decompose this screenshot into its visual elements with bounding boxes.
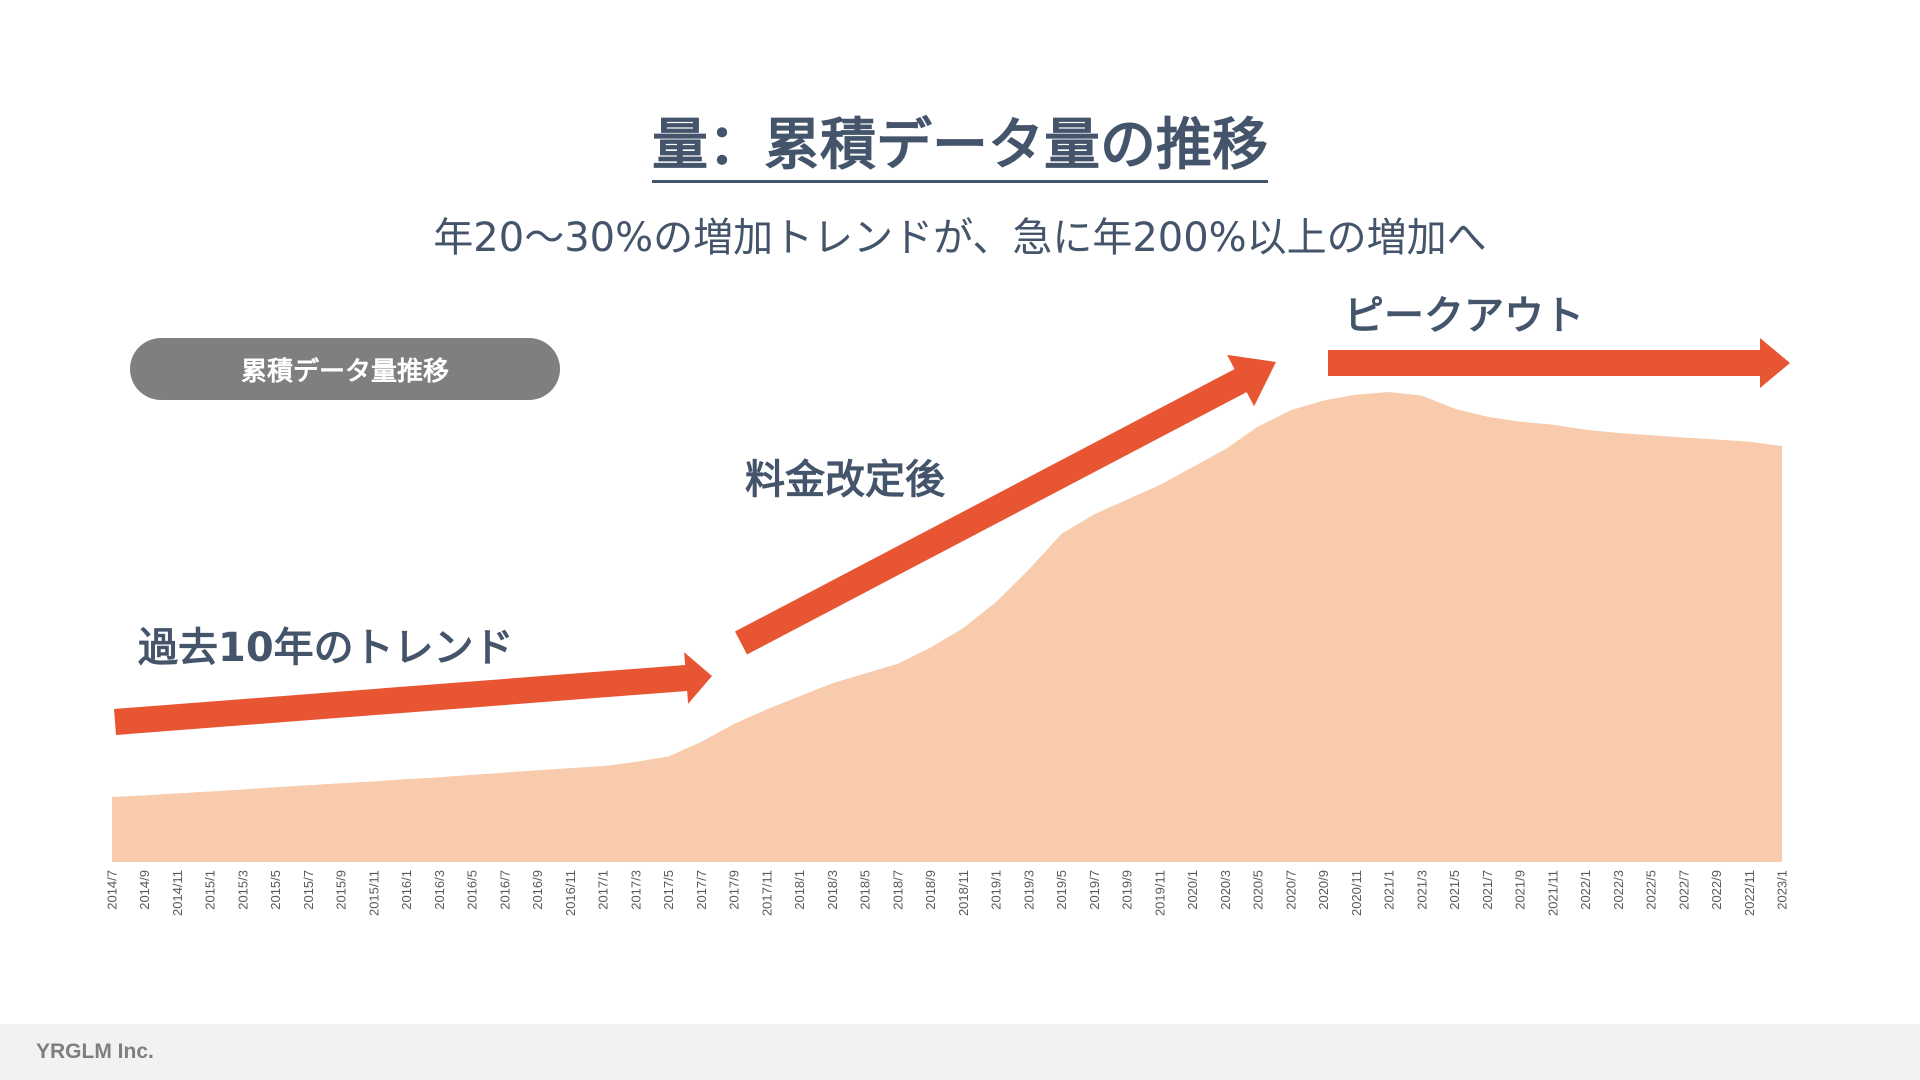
x-tick-label: 2018/3 bbox=[825, 870, 840, 910]
x-tick-label: 2019/11 bbox=[1152, 870, 1167, 916]
x-tick-label: 2018/1 bbox=[792, 870, 807, 910]
x-tick-label: 2019/9 bbox=[1120, 870, 1135, 910]
series-label-pill: 累積データ量推移 bbox=[130, 338, 560, 400]
x-tick-label: 2021/7 bbox=[1480, 870, 1495, 910]
area-series bbox=[112, 392, 1782, 862]
x-tick-label: 2021/9 bbox=[1513, 870, 1528, 910]
page-subtitle: 年20〜30%の増加トレンドが、急に年200%以上の増加へ bbox=[433, 215, 1487, 261]
x-tick-label: 2019/1 bbox=[989, 870, 1004, 910]
x-tick-label: 2022/5 bbox=[1644, 870, 1659, 910]
page-title: 量：累積データ量の推移 bbox=[0, 100, 1920, 183]
x-tick-label: 2021/5 bbox=[1447, 870, 1462, 910]
annotation-past-trend: 過去10年のトレンド bbox=[138, 625, 514, 671]
x-tick-label: 2022/3 bbox=[1611, 870, 1626, 910]
x-tick-label: 2016/1 bbox=[399, 870, 414, 910]
x-tick-label: 2015/11 bbox=[366, 870, 381, 916]
page-title-text: 量：累積データ量の推移 bbox=[652, 113, 1268, 183]
annotation-peak-out: ピークアウト bbox=[1344, 293, 1584, 339]
x-tick-label: 2020/5 bbox=[1251, 870, 1266, 910]
x-tick-label: 2020/9 bbox=[1316, 870, 1331, 910]
x-tick-label: 2014/7 bbox=[105, 870, 120, 910]
x-tick-label: 2017/7 bbox=[694, 870, 709, 910]
x-tick-label: 2022/1 bbox=[1578, 870, 1593, 910]
x-tick-label: 2022/7 bbox=[1676, 870, 1691, 910]
x-tick-label: 2016/7 bbox=[497, 870, 512, 910]
x-tick-label: 2015/3 bbox=[235, 870, 250, 910]
trend-arrow-after-price-change bbox=[735, 354, 1276, 655]
x-tick-label: 2017/3 bbox=[628, 870, 643, 910]
x-tick-label: 2017/5 bbox=[661, 870, 676, 910]
x-tick-label: 2018/7 bbox=[890, 870, 905, 910]
x-tick-label: 2020/7 bbox=[1283, 870, 1298, 910]
x-tick-label: 2022/9 bbox=[1709, 870, 1724, 910]
x-tick-label: 2019/7 bbox=[1087, 870, 1102, 910]
x-tick-label: 2016/3 bbox=[432, 870, 447, 910]
footer-bar: YRGLM Inc. bbox=[0, 1024, 1920, 1080]
x-tick-label: 2015/7 bbox=[301, 870, 316, 910]
x-tick-label: 2020/11 bbox=[1349, 870, 1364, 916]
x-tick-label: 2022/11 bbox=[1742, 870, 1757, 916]
trend-arrow-peak-out bbox=[1328, 338, 1790, 388]
trend-arrow-past bbox=[114, 652, 712, 735]
x-tick-label: 2014/9 bbox=[137, 870, 152, 910]
x-tick-label: 2016/9 bbox=[530, 870, 545, 910]
x-tick-label: 2016/11 bbox=[563, 870, 578, 916]
x-tick-label: 2017/9 bbox=[727, 870, 742, 910]
x-tick-label: 2019/3 bbox=[1021, 870, 1036, 910]
x-tick-label: 2021/3 bbox=[1414, 870, 1429, 910]
company-name: YRGLM Inc. bbox=[36, 1040, 154, 1063]
x-tick-label: 2018/11 bbox=[956, 870, 971, 916]
annotation-after-price-change: 料金改定後 bbox=[745, 457, 945, 503]
x-tick-label: 2019/5 bbox=[1054, 870, 1069, 910]
x-tick-label: 2018/5 bbox=[858, 870, 873, 910]
x-tick-label: 2021/1 bbox=[1382, 870, 1397, 910]
x-tick-label: 2023/1 bbox=[1775, 870, 1790, 910]
x-tick-label: 2018/9 bbox=[923, 870, 938, 910]
x-tick-label: 2015/1 bbox=[203, 870, 218, 910]
x-tick-label: 2017/1 bbox=[596, 870, 611, 910]
cumulative-data-chart: 2014/7 2014/9 2014/11 2015/1 2015/3 2015/5 201… bbox=[105, 338, 1790, 916]
x-tick-label: 2020/1 bbox=[1185, 870, 1200, 910]
x-tick-label: 2016/5 bbox=[465, 870, 480, 910]
x-tick-label: 2021/11 bbox=[1545, 870, 1560, 916]
x-tick-label: 2015/5 bbox=[268, 870, 283, 910]
x-tick-label: 2020/3 bbox=[1218, 870, 1233, 910]
x-tick-label: 2014/11 bbox=[170, 870, 185, 916]
x-tick-label: 2015/9 bbox=[334, 870, 349, 910]
x-tick-label: 2017/11 bbox=[759, 870, 774, 916]
